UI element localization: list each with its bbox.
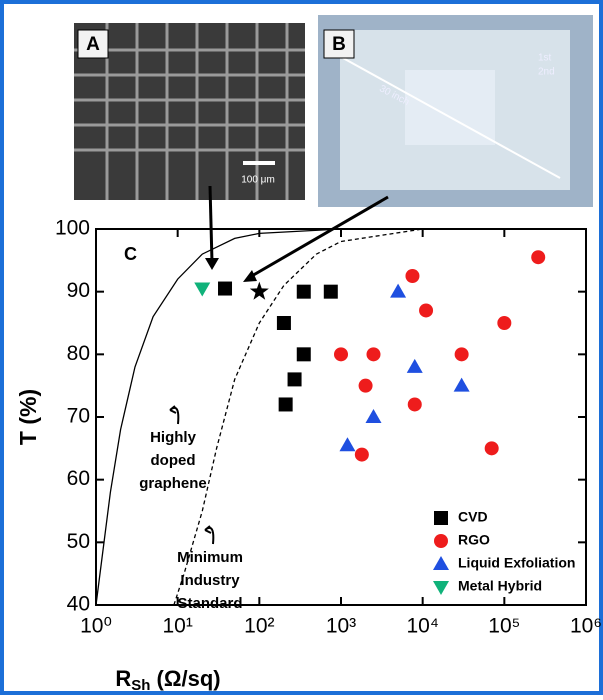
marker xyxy=(354,447,369,462)
image-b xyxy=(318,15,593,207)
y-tick-label: 80 xyxy=(67,342,90,365)
x-tick-label: 10² xyxy=(244,615,274,638)
annotation: Standard xyxy=(177,595,242,612)
marker xyxy=(194,282,211,297)
y-tick-label: 70 xyxy=(67,405,90,428)
x-tick-label: 10⁵ xyxy=(488,615,520,638)
scale-label: 100 μm xyxy=(241,175,275,186)
annotation: graphene xyxy=(139,475,207,492)
callout-arrows xyxy=(208,185,389,279)
marker xyxy=(366,347,381,362)
legend-label: Metal Hybrid xyxy=(458,578,542,594)
arrow-heads xyxy=(205,258,257,282)
plot: 40 50 60 70 80 90 100 10⁰ 10¹ 10² 10³ 10⁴ 10⁵ 10⁶ T (%… xyxy=(15,217,602,638)
annotation: doped xyxy=(151,452,196,469)
x-tick-label: 10⁰ xyxy=(80,615,112,638)
marker xyxy=(323,284,338,299)
panel-label: C xyxy=(124,244,137,264)
annotation: Industry xyxy=(180,572,240,589)
marker xyxy=(365,409,382,423)
legend-label: CVD xyxy=(458,509,488,525)
marker xyxy=(390,283,407,298)
marker xyxy=(497,316,512,330)
marker xyxy=(278,397,293,412)
marker xyxy=(249,281,269,300)
x-tick-label: 10¹ xyxy=(162,615,192,638)
marker xyxy=(276,316,291,330)
marker xyxy=(296,347,311,362)
x-tick-label: 10⁶ xyxy=(570,615,602,638)
legend-label: RGO xyxy=(458,532,490,548)
image-a xyxy=(74,23,305,200)
annotation-arrows xyxy=(169,405,215,545)
curve xyxy=(95,228,586,606)
marker xyxy=(531,250,546,265)
y-tick-label: 50 xyxy=(67,530,90,553)
y-tick-label: 60 xyxy=(67,467,90,490)
marker xyxy=(433,581,449,595)
marker xyxy=(434,534,448,548)
curve xyxy=(173,228,586,606)
marker xyxy=(419,303,434,318)
marker xyxy=(405,269,420,283)
marker xyxy=(434,511,448,525)
y-axis-label: T (%) xyxy=(15,389,41,445)
image-text: 1st xyxy=(538,53,552,64)
marker xyxy=(407,397,422,412)
panel-label: A xyxy=(86,34,100,55)
y-tick-label: 100 xyxy=(55,217,90,240)
marker xyxy=(339,437,356,452)
x-label-part: R xyxy=(115,666,131,691)
x-label-part: Sh xyxy=(131,677,150,694)
marker xyxy=(218,281,233,296)
marker xyxy=(484,441,499,456)
panel-label: B xyxy=(332,34,346,55)
image-text: 2nd xyxy=(538,67,555,78)
annotation: Highly xyxy=(150,429,196,446)
marker xyxy=(287,372,302,387)
y-tick-label: 90 xyxy=(67,279,90,302)
marker xyxy=(406,358,423,373)
x-tick-label: 10⁴ xyxy=(406,615,438,638)
y-tick-label: 40 xyxy=(67,593,90,616)
marker xyxy=(433,556,449,570)
x-label-part: (Ω/sq) xyxy=(150,666,220,691)
marker xyxy=(296,284,311,299)
annotation: Minimum xyxy=(177,549,243,566)
x-tick-label: 10³ xyxy=(326,615,356,638)
marker xyxy=(334,347,348,362)
marker xyxy=(454,347,469,362)
marker xyxy=(453,377,470,392)
marker xyxy=(358,378,373,393)
legend-label: Liquid Exfoliation xyxy=(458,555,575,571)
x-axis-label: RSh (Ω/sq) xyxy=(115,666,220,694)
